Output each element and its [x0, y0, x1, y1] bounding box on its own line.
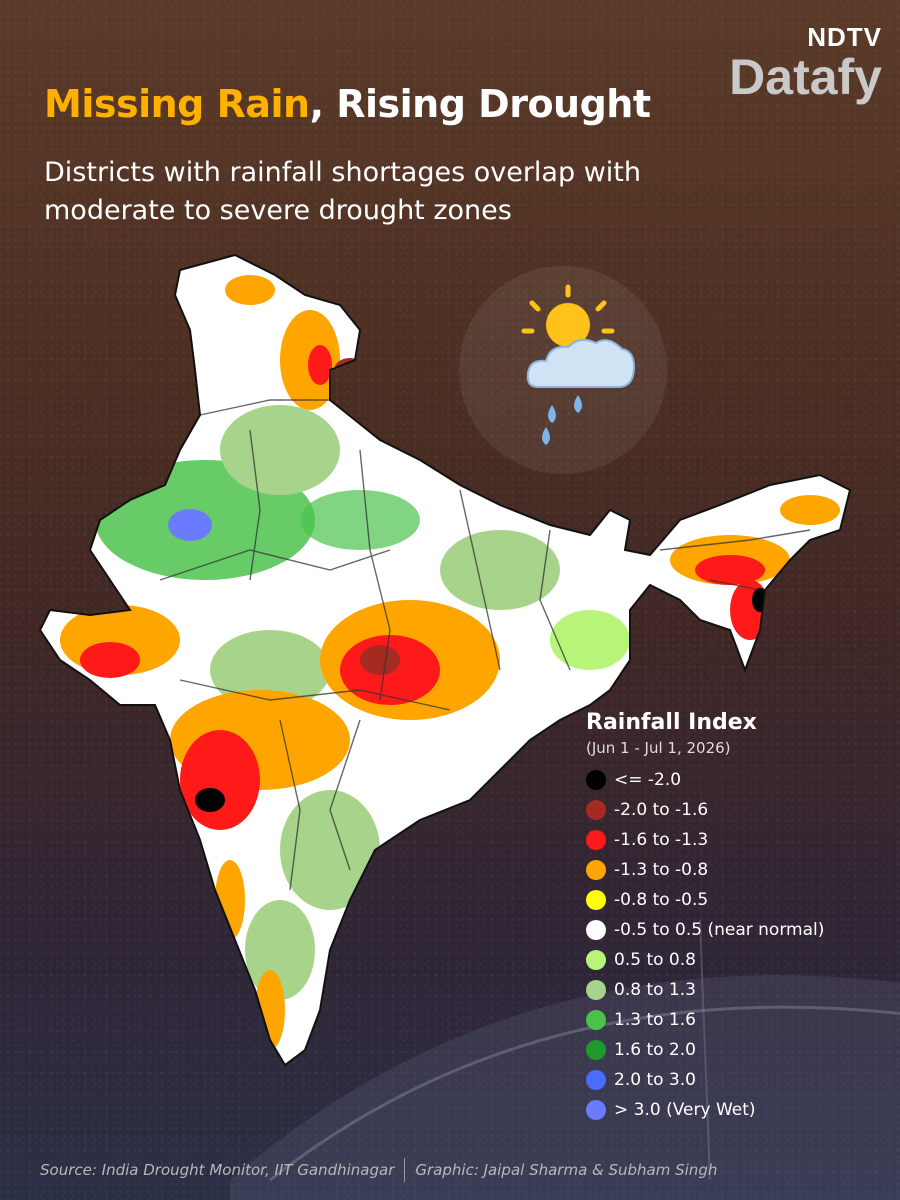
legend-swatch [586, 920, 606, 940]
raindrop-icons [542, 395, 582, 445]
legend-label: -1.6 to -1.3 [614, 830, 709, 850]
legend-swatch [586, 830, 606, 850]
legend-item: -1.6 to -1.3 [586, 825, 886, 855]
footer-divider [404, 1158, 406, 1182]
legend-swatch [586, 1070, 606, 1090]
legend-label: 0.8 to 1.3 [614, 980, 696, 1000]
legend-label: -0.8 to -0.5 [614, 890, 709, 910]
legend-swatch [586, 1040, 606, 1060]
legend-item: -0.5 to 0.5 (near normal) [586, 915, 886, 945]
legend-item: 2.0 to 3.0 [586, 1065, 886, 1095]
legend-label: <= -2.0 [614, 770, 682, 790]
legend-item: > 3.0 (Very Wet) [586, 1095, 886, 1125]
legend-label: -2.0 to -1.6 [614, 800, 709, 820]
legend-swatch [586, 1100, 606, 1120]
legend-item: -2.0 to -1.6 [586, 795, 886, 825]
legend-label: 2.0 to 3.0 [614, 1070, 696, 1090]
legend-label: 1.3 to 1.6 [614, 1010, 696, 1030]
legend-swatch [586, 1010, 606, 1030]
legend-item: <= -2.0 [586, 765, 886, 795]
legend-swatch [586, 860, 606, 880]
legend-label: -1.3 to -0.8 [614, 860, 709, 880]
footer: Source: India Drought Monitor, IIT Gandh… [40, 1158, 717, 1182]
sun-icon [521, 284, 615, 347]
legend-item: 1.6 to 2.0 [586, 1035, 886, 1065]
legend-item: 1.3 to 1.6 [586, 1005, 886, 1035]
legend-swatch [586, 980, 606, 1000]
brand-datafy: Datafy [729, 49, 882, 105]
brand-ndtv: NDTV [807, 22, 882, 52]
legend-item: -0.8 to -0.5 [586, 885, 886, 915]
legend-swatch [586, 950, 606, 970]
cloud-icon [526, 338, 636, 388]
legend-label: -0.5 to 0.5 (near normal) [614, 920, 825, 940]
legend-label: 1.6 to 2.0 [614, 1040, 696, 1060]
legend-items: <= -2.0 -2.0 to -1.6 -1.6 to -1.3 -1.3 to -… [586, 765, 886, 1125]
legend-period: (Jun 1 - Jul 1, 2026) [586, 739, 731, 757]
footer-credit: Graphic: Jaipal Sharma & Subham Singh [415, 1161, 718, 1179]
title-highlight: Missing Rain [44, 82, 310, 126]
legend-swatch [586, 800, 606, 820]
page-title: Missing Rain, Rising Drought [44, 82, 651, 126]
title-rest: , Rising Drought [309, 82, 651, 126]
legend-swatch [586, 770, 606, 790]
legend-item: 0.8 to 1.3 [586, 975, 886, 1005]
legend-title: Rainfall Index [586, 710, 757, 735]
india-rainfall-map [38, 253, 852, 1067]
page-subtitle: Districts with rainfall shortages overla… [44, 157, 641, 226]
legend-item: -1.3 to -0.8 [586, 855, 886, 885]
footer-source: Source: India Drought Monitor, IIT Gandh… [40, 1161, 395, 1179]
legend-item: 0.5 to 0.8 [586, 945, 886, 975]
weather-icon [459, 266, 667, 474]
legend-label: > 3.0 (Very Wet) [614, 1100, 756, 1120]
legend-swatch [586, 890, 606, 910]
rainfall-index-legend: Rainfall Index (Jun 1 - Jul 1, 2026) <= … [586, 710, 886, 1125]
brand-logo: NDTV Datafy [729, 24, 882, 102]
legend-label: 0.5 to 0.8 [614, 950, 696, 970]
